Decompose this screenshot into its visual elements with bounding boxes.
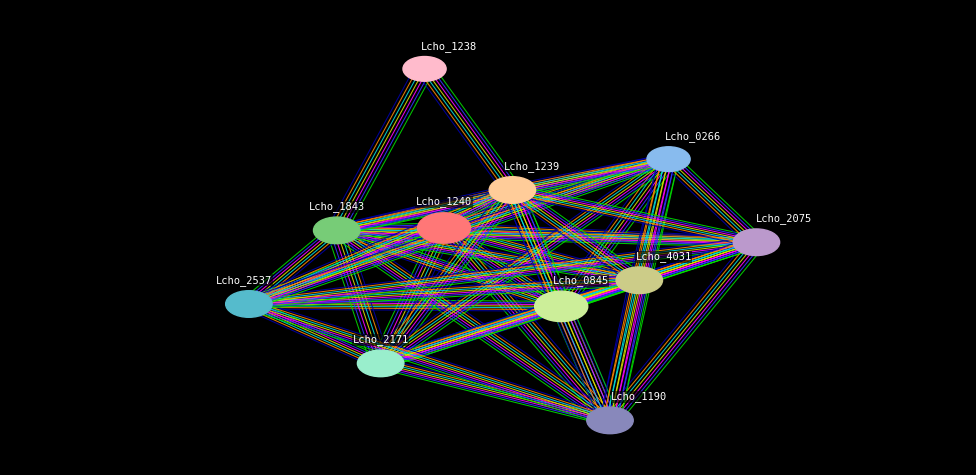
Text: Lcho_0266: Lcho_0266 bbox=[665, 131, 721, 142]
Ellipse shape bbox=[535, 291, 588, 322]
Ellipse shape bbox=[616, 267, 663, 294]
Text: Lcho_2075: Lcho_2075 bbox=[755, 213, 812, 224]
Ellipse shape bbox=[647, 147, 690, 171]
Text: Lcho_1190: Lcho_1190 bbox=[611, 391, 668, 402]
Text: Lcho_1843: Lcho_1843 bbox=[308, 201, 365, 212]
Text: Lcho_4031: Lcho_4031 bbox=[635, 251, 692, 262]
Ellipse shape bbox=[313, 217, 360, 244]
Ellipse shape bbox=[418, 213, 470, 243]
Text: Lcho_2171: Lcho_2171 bbox=[352, 334, 409, 345]
Ellipse shape bbox=[587, 407, 633, 434]
Text: Lcho_1240: Lcho_1240 bbox=[416, 197, 472, 208]
Ellipse shape bbox=[403, 57, 446, 81]
Text: Lcho_2537: Lcho_2537 bbox=[216, 275, 272, 286]
Ellipse shape bbox=[225, 291, 272, 317]
Ellipse shape bbox=[357, 350, 404, 377]
Text: Lcho_0845: Lcho_0845 bbox=[552, 275, 609, 286]
Ellipse shape bbox=[489, 177, 536, 203]
Text: Lcho_1238: Lcho_1238 bbox=[421, 41, 477, 52]
Text: Lcho_1239: Lcho_1239 bbox=[504, 161, 560, 172]
Ellipse shape bbox=[733, 229, 780, 256]
